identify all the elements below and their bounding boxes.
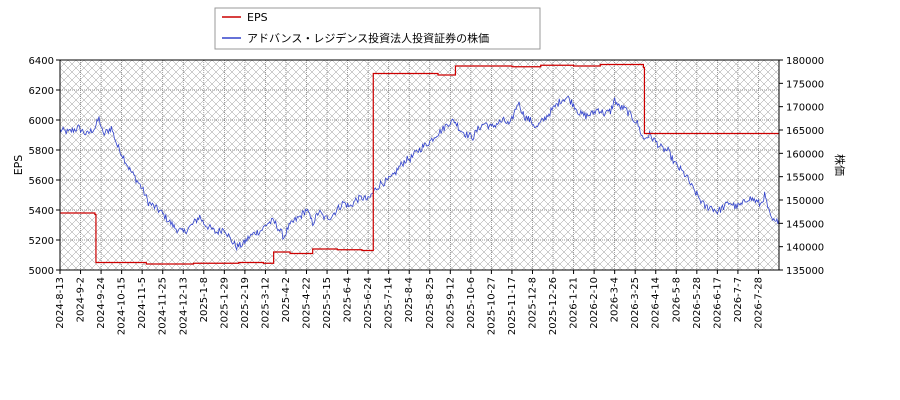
x-axis: 2024-8-13 2024-9-2 2024-9-24 2024-10-15 2024… [55,270,764,335]
left-axis-label: EPS [12,155,25,176]
x-tick-label: 2025-1-8 [199,277,210,322]
x-tick-label: 2025-11-17 [507,277,518,335]
eps-series-line [60,63,779,265]
right-tick-label: 165000 [786,126,824,137]
x-tick-label: 2025-10-27 [486,277,497,335]
legend: EPS アドバンス・レジデンス投資法人投資証券の株価 [214,7,541,50]
x-tick-label: 2026-2-10 [589,277,600,329]
x-tick-label: 2025-6-4 [343,277,354,322]
price-series-line [60,95,779,252]
x-tick-label: 2024-8-13 [55,277,66,329]
x-tick-label: 2024-12-13 [178,277,189,335]
left-tick-label: 6400 [29,56,54,67]
x-tick-label: 2025-3-12 [260,277,271,329]
x-tick-label: 2026-5-8 [671,277,682,322]
right-tick-label: 170000 [786,103,824,114]
left-tick-label: 5800 [29,146,54,157]
grid-lines [59,59,779,271]
x-tick-label: 2026-5-28 [692,277,703,329]
x-tick-label: 2025-8-4 [404,277,415,322]
left-tick-label: 6000 [29,116,54,127]
right-tick-label: 160000 [786,149,824,160]
right-tick-label: 155000 [786,173,824,184]
plot-frame [59,59,780,271]
left-tick-label: 5400 [29,206,54,217]
left-tick-label: 6200 [29,86,54,97]
right-tick-label: 145000 [786,219,824,230]
x-tick-label: 2025-1-29 [219,277,230,329]
x-tick-label: 2026-7-28 [753,277,764,329]
x-tick-label: 2025-10-6 [466,277,477,329]
x-tick-label: 2026-7-7 [733,277,744,322]
x-tick-label: 2024-9-2 [76,277,87,322]
plot-area-background [60,60,779,270]
x-tick-label: 2024-9-24 [96,277,107,329]
right-tick-label: 175000 [786,79,824,90]
x-tick-label: 2025-7-14 [384,277,395,329]
x-tick-label: 2024-11-5 [137,277,148,329]
x-tick-label: 2025-4-2 [281,277,292,322]
left-y-axis: 5000 5200 5400 5600 5800 6000 6200 6400 [29,56,60,277]
x-tick-label: 2025-6-24 [363,277,374,329]
legend-eps-label: EPS [247,11,268,24]
right-tick-label: 150000 [786,196,824,207]
legend-box [214,7,541,50]
x-tick-label: 2026-3-4 [610,277,621,322]
right-y-axis: 135000 140000 145000 150000 155000 160000 1650… [779,56,824,277]
legend-price-label: アドバンス・レジデンス投資法人投資証券の株価 [247,31,489,45]
x-tick-label: 2025-2-19 [240,277,251,329]
right-tick-label: 135000 [786,266,824,277]
left-tick-label: 5000 [29,266,54,277]
x-tick-label: 2024-10-15 [117,277,128,335]
x-tick-label: 2025-12-26 [548,277,559,335]
right-tick-label: 180000 [786,56,824,67]
x-tick-label: 2025-9-12 [445,277,456,329]
left-tick-label: 5200 [29,236,54,247]
x-tick-label: 2026-6-17 [712,277,723,329]
right-tick-label: 140000 [786,243,824,254]
x-tick-label: 2025-8-25 [425,277,436,329]
left-tick-label: 5600 [29,176,54,187]
x-tick-label: 2025-4-22 [302,277,313,329]
x-tick-label: 2026-4-14 [651,277,662,329]
x-tick-label: 2024-11-25 [158,277,169,335]
x-tick-label: 2026-1-21 [569,277,580,329]
right-axis-label: 株価 [833,154,847,176]
x-tick-label: 2026-3-25 [630,277,641,329]
x-tick-label: 2025-12-8 [527,277,538,329]
x-tick-label: 2025-5-15 [322,277,333,329]
